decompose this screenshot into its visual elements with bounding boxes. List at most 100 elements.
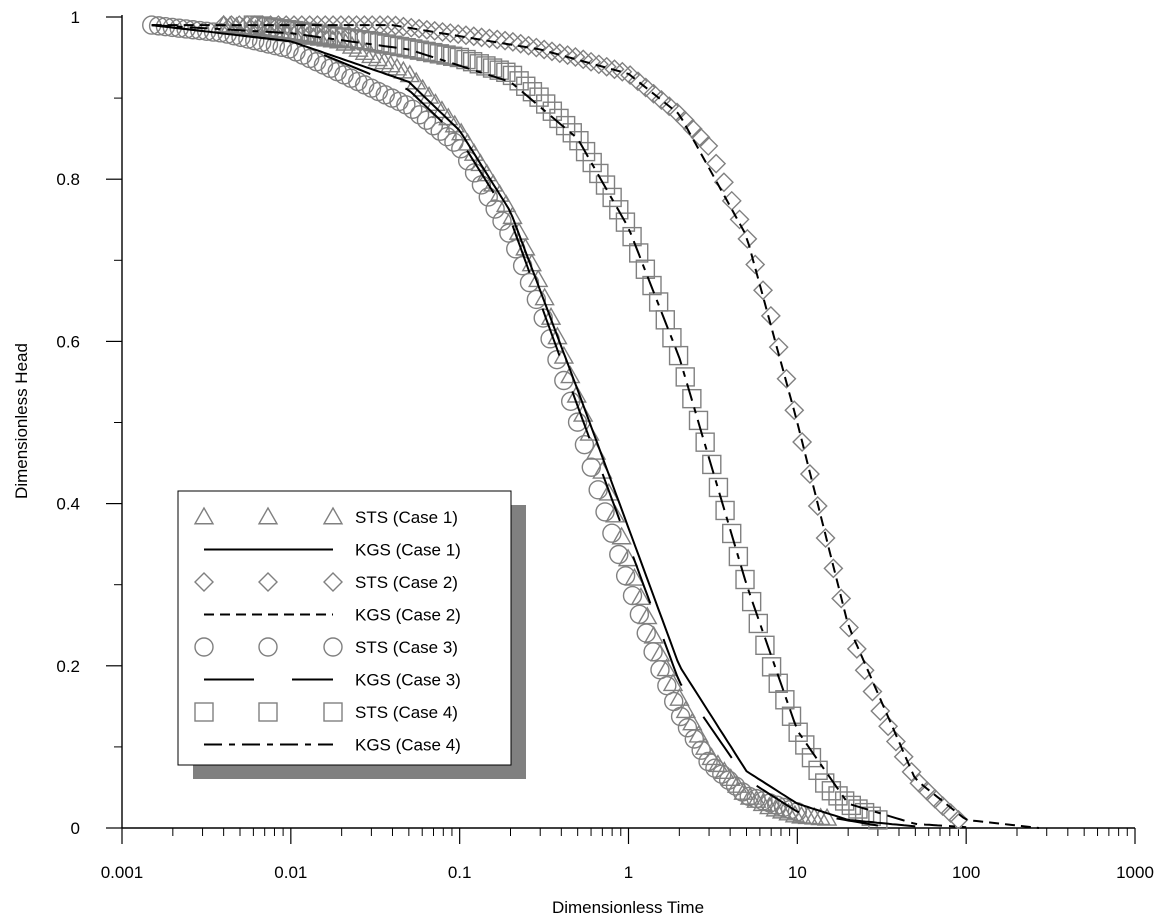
diamond-marker <box>258 572 278 592</box>
diamond-marker <box>393 16 414 37</box>
triangle-marker <box>367 48 388 67</box>
square-marker <box>569 130 589 151</box>
diamond-marker <box>792 432 813 453</box>
diamond-marker <box>745 254 766 275</box>
diamond-marker <box>323 572 343 592</box>
square-marker <box>555 115 576 136</box>
legend-label: KGS (Case 3) <box>355 671 461 690</box>
square-marker <box>642 275 662 296</box>
y-axis-label: Dimensionless Head <box>12 343 31 499</box>
diamond-marker <box>784 400 805 421</box>
square-marker <box>702 454 722 475</box>
diamond-marker <box>440 23 461 44</box>
y-tick-label: 0.4 <box>56 495 80 514</box>
circle-marker <box>478 187 498 207</box>
series-kgs-case-3 <box>151 24 879 827</box>
circle-marker <box>595 502 615 522</box>
square-marker <box>509 71 529 91</box>
square-marker <box>536 94 556 114</box>
legend-label: STS (Case 2) <box>355 573 458 592</box>
legend-item: KGS (Case 2) <box>204 606 461 625</box>
triangle-marker <box>598 482 620 501</box>
circle-marker <box>396 95 416 115</box>
square-marker <box>316 25 337 45</box>
circle-marker <box>732 782 753 802</box>
circle-marker <box>519 272 540 293</box>
square-marker <box>775 690 795 710</box>
legend-label: STS (Case 1) <box>355 508 458 527</box>
circle-marker <box>718 770 739 790</box>
diamond-marker <box>534 39 555 60</box>
diamond-marker <box>518 35 539 56</box>
series-layer <box>142 14 1040 830</box>
diamond-marker <box>487 29 508 50</box>
series-kgs-case-2 <box>151 24 1040 829</box>
circle-marker <box>560 391 581 412</box>
circle-marker <box>526 289 547 310</box>
diamond-marker <box>424 20 445 41</box>
square-marker <box>256 17 277 37</box>
circle-marker <box>698 751 718 772</box>
triangle-marker <box>560 365 581 384</box>
circle-marker <box>471 175 492 195</box>
diamond-marker <box>502 31 523 52</box>
x-tick-label: 0.001 <box>101 863 144 882</box>
circle-marker <box>588 480 608 500</box>
diamond-marker <box>948 809 969 830</box>
diamond-marker <box>831 588 852 609</box>
diamond-marker <box>416 19 437 40</box>
square-marker <box>781 706 802 726</box>
square-marker <box>562 123 582 143</box>
diamond-marker <box>409 18 430 39</box>
diamond-marker <box>573 49 594 70</box>
x-tick-label: 0.1 <box>448 863 472 882</box>
diamond-marker <box>698 135 719 156</box>
diamond-marker <box>807 495 828 516</box>
diamond-marker <box>330 15 351 36</box>
square-marker <box>409 40 430 60</box>
diamond-marker <box>565 47 586 67</box>
square-marker <box>668 345 689 366</box>
circle-marker <box>670 706 691 727</box>
diamond-marker <box>870 701 891 721</box>
square-marker <box>290 21 310 42</box>
circle-marker <box>705 758 725 778</box>
y-axis-ticks: 0 0.2 0.4 0.6 0.8 1 <box>56 8 122 838</box>
diamond-marker <box>893 746 914 767</box>
x-tick-label: 1 <box>624 863 633 882</box>
legend-item: KGS (Case 3) <box>204 671 461 690</box>
square-marker <box>582 152 602 173</box>
square-marker <box>761 657 782 677</box>
circle-marker <box>492 211 512 231</box>
circle-marker <box>485 199 505 219</box>
triangle-marker <box>361 45 382 64</box>
diamond-marker <box>495 30 516 51</box>
square-marker <box>336 28 357 48</box>
triangle-marker <box>380 54 401 73</box>
diamond-marker <box>729 209 750 230</box>
square-marker <box>675 367 695 387</box>
diamond-marker <box>737 228 758 249</box>
circle-marker <box>430 121 450 141</box>
square-marker <box>821 781 842 801</box>
legend-label: STS (Case 3) <box>355 638 458 657</box>
square-marker <box>542 101 563 121</box>
y-tick-label: 0.8 <box>56 170 80 189</box>
x-tick-label: 100 <box>952 863 980 882</box>
square-marker <box>429 44 450 64</box>
triangle-marker <box>765 798 786 817</box>
circle-marker <box>574 434 595 455</box>
diamond-marker <box>627 71 648 92</box>
triangle-marker <box>605 504 626 523</box>
diamond-marker <box>901 761 922 782</box>
square-marker <box>258 702 278 722</box>
diamond-marker <box>799 464 820 484</box>
triangle-marker <box>675 700 697 719</box>
legend-item: KGS (Case 4) <box>204 736 461 755</box>
square-marker <box>396 38 416 58</box>
x-axis-ticks: 0.001 0.01 0.1 1 10 100 1000 <box>101 828 1154 882</box>
diamond-marker <box>323 15 344 36</box>
square-marker <box>715 500 735 521</box>
y-tick-label: 0 <box>71 819 80 838</box>
diamond-marker <box>659 96 680 117</box>
